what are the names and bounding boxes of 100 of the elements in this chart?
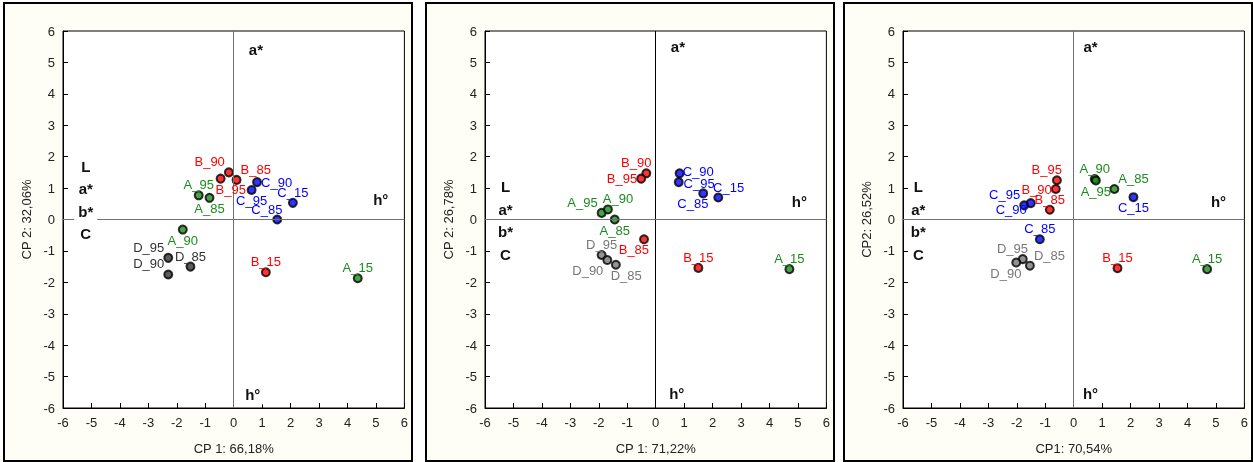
x-tick-label: 3 (1155, 415, 1163, 430)
annotation: h° (669, 385, 685, 403)
x-axis-title: CP1: 70,54% (1035, 441, 1113, 456)
annotation: B_85 (240, 161, 271, 177)
annotation: B_85 (618, 242, 650, 258)
x-tick-label: -6 (897, 415, 909, 430)
annotation: D_95 (133, 239, 165, 255)
y-tick-label: 3 (47, 117, 55, 133)
annotation: A_15 (342, 260, 373, 276)
annotation: D_85 (1033, 247, 1065, 263)
annotation: a* (498, 200, 513, 218)
y-tick-label: -3 (883, 306, 895, 322)
y-tick-label: 2 (47, 149, 55, 165)
x-tick-label: -5 (85, 415, 98, 430)
x-tick-label: 2 (1126, 415, 1135, 430)
y-tick-label: 1 (469, 180, 477, 196)
annotation: C_15 (713, 179, 745, 195)
annotation: B_95 (1031, 162, 1062, 178)
x-tick-label: 5 (372, 415, 380, 430)
x-tick-label: -4 (114, 415, 126, 430)
x-tick-label: -6 (57, 415, 69, 430)
annotation: A_85 (1118, 171, 1149, 187)
annotation: h° (245, 386, 261, 404)
annotation: B_95 (606, 171, 638, 187)
annotation: a* (670, 37, 686, 55)
annotation: C_90 (261, 174, 293, 190)
x-tick-label: 6 (400, 415, 408, 430)
annotation: h° (1082, 385, 1099, 403)
x-tick-label: -4 (536, 415, 548, 430)
y-tick-label: -6 (43, 400, 55, 416)
y-tick-label: 5 (47, 54, 55, 70)
annotation: A_95 (567, 194, 598, 210)
annotation: C (912, 245, 924, 263)
annotation: D_85 (610, 267, 642, 283)
x-tick-label: 2 (286, 415, 295, 430)
x-tick-label: 2 (708, 415, 717, 430)
annotation: L (81, 158, 91, 176)
x-tick-label: -4 (954, 415, 966, 430)
x-tick-label: -6 (479, 415, 491, 430)
x-tick-label: 0 (1070, 415, 1078, 430)
x-tick-label: 1 (680, 415, 688, 430)
x-tick-label: -5 (925, 415, 938, 430)
annotation: A_90 (602, 191, 634, 207)
annotation: C_85 (1024, 221, 1056, 237)
y-tick-label: -6 (465, 400, 477, 416)
y-tick-label: -3 (43, 306, 55, 322)
annotation: A_85 (194, 200, 225, 216)
annotation: B_15 (1102, 250, 1133, 266)
y-tick-label: -2 (883, 274, 895, 290)
x-tick-label: 3 (737, 415, 745, 430)
y-tick-label: 4 (469, 86, 477, 102)
annotation: A_85 (599, 222, 630, 238)
x-tick-label: 5 (1212, 415, 1220, 430)
y-tick-label: 5 (887, 54, 895, 70)
annotation: C (80, 225, 92, 243)
annotation: D_95 (586, 237, 618, 252)
annotation: a* (1083, 37, 1098, 55)
x-axis-title: CP 1: 71,22% (615, 441, 697, 456)
x-tick-label: 0 (230, 415, 238, 430)
annotation: B_15 (250, 254, 282, 270)
y-tick-label: -3 (465, 306, 477, 322)
x-tick-label: -5 (507, 415, 520, 430)
annotation: B_90 (194, 154, 225, 170)
x-tick-label: 1 (1098, 415, 1106, 430)
x-tick-label: -2 (171, 415, 183, 430)
annotation: C_90 (995, 202, 1027, 218)
y-tick-label: -2 (43, 274, 55, 290)
annotation: A_95 (1080, 183, 1112, 199)
annotation: D_95 (996, 241, 1028, 257)
x-tick-label: -1 (621, 415, 634, 430)
y-tick-label: -4 (465, 337, 477, 353)
y-tick-label: -4 (43, 337, 55, 353)
x-tick-label: -2 (593, 415, 605, 430)
y-tick-label: -1 (883, 243, 895, 259)
y-tick-label: -4 (883, 337, 895, 353)
x-tick-label: 4 (765, 415, 774, 430)
x-tick-label: -3 (142, 415, 155, 430)
annotation: h° (1210, 192, 1227, 210)
y-tick-label: 5 (469, 54, 477, 70)
annotation: D_90 (990, 265, 1022, 281)
y-tick-label: 2 (887, 149, 895, 165)
x-tick-label: 1 (258, 415, 266, 430)
y-tick-label: 6 (887, 23, 895, 39)
annotation: A_95 (183, 177, 214, 193)
annotation: A_15 (1191, 251, 1223, 267)
x-tick-label: 6 (822, 415, 830, 430)
annotation: B_90 (1021, 181, 1052, 197)
annotation: C_85 (677, 196, 709, 212)
x-tick-label: -1 (199, 415, 212, 430)
annotation: a* (78, 179, 94, 197)
y-tick-label: -1 (465, 243, 477, 259)
annotation: h° (791, 192, 807, 210)
y-tick-label: -2 (465, 274, 477, 290)
y-tick-label: -5 (465, 369, 477, 385)
y-tick-label: 2 (469, 149, 477, 165)
y-tick-label: 4 (887, 86, 895, 102)
y-tick-label: -5 (883, 369, 895, 385)
annotation: D_90 (133, 256, 165, 272)
y-axis-title: CP 2: 32,06% (18, 179, 34, 260)
annotation: L (913, 178, 923, 196)
